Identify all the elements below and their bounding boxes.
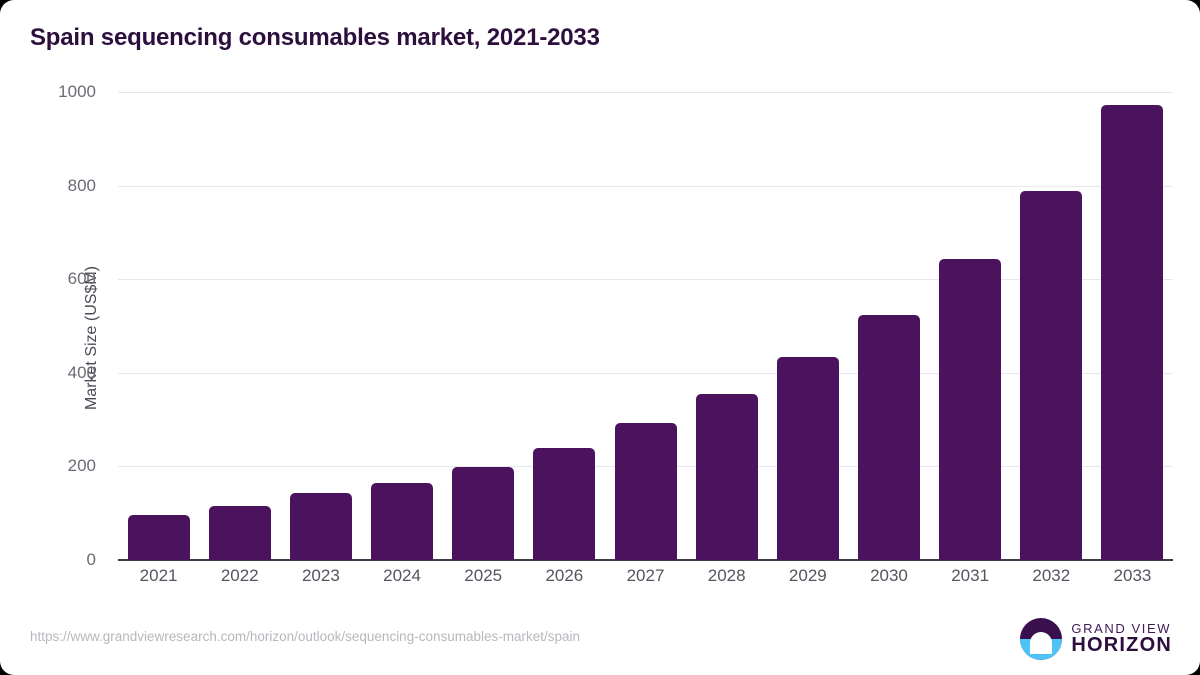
bar-2027[interactable] xyxy=(614,422,677,560)
gridline xyxy=(118,185,1173,187)
bar-slot xyxy=(767,92,848,560)
x-axis-line xyxy=(118,559,1173,561)
bar-2031[interactable] xyxy=(939,259,1002,560)
bar-slot xyxy=(280,92,361,560)
x-axis-tick-label: 2029 xyxy=(788,566,827,585)
x-axis-tick-label: 2026 xyxy=(545,566,584,585)
bar-2032[interactable] xyxy=(1020,190,1083,560)
bar-2028[interactable] xyxy=(695,394,758,560)
x-axis-tick-label: 2033 xyxy=(1113,566,1152,585)
source-url[interactable]: https://www.grandviewresearch.com/horizo… xyxy=(30,629,581,644)
bar-slot xyxy=(930,92,1011,560)
bar-slot xyxy=(686,92,767,560)
bar-2024[interactable] xyxy=(371,482,434,560)
x-axis-tick-label: 2031 xyxy=(951,566,990,585)
x-axis-tick-label: 2032 xyxy=(1032,566,1071,585)
y-axis-tick-label: 800 xyxy=(67,175,96,195)
brand-logo: GRAND VIEW HORIZON xyxy=(1020,618,1172,660)
gridline xyxy=(118,372,1173,374)
bar-slot xyxy=(605,92,686,560)
plot-area: 0 200 400 600 800 1000 xyxy=(58,82,1173,569)
x-axis-tick-label: 2021 xyxy=(139,566,178,585)
gridline xyxy=(118,279,1173,281)
bar-2026[interactable] xyxy=(533,447,596,560)
bar-slot xyxy=(361,92,442,560)
y-axis-tick-label: 600 xyxy=(67,269,96,289)
bar-2029[interactable] xyxy=(776,357,839,560)
bar-2033[interactable] xyxy=(1101,105,1164,560)
x-axis-tick-label: 2027 xyxy=(626,566,665,585)
page-title: Spain sequencing consumables market, 202… xyxy=(30,24,600,51)
bars-group xyxy=(118,92,1173,560)
x-axis-tick-label: 2030 xyxy=(870,566,908,585)
x-axis-tick-label: 2022 xyxy=(220,566,259,585)
bar-slot xyxy=(199,92,280,560)
x-axis-tick-label: 2028 xyxy=(707,566,746,585)
bar-2022[interactable] xyxy=(208,506,271,560)
bar-slot xyxy=(443,92,524,560)
y-axis-tick-label: 200 xyxy=(67,456,96,476)
logo-line-upper xyxy=(1030,644,1052,648)
x-axis-tick-label: 2024 xyxy=(383,566,421,585)
x-axis-tick-label: 2023 xyxy=(301,566,340,585)
bar-slot xyxy=(524,92,605,560)
grand-view-horizon-logo-icon xyxy=(1020,618,1063,660)
bar-slot xyxy=(118,92,199,560)
bar-slot xyxy=(1092,92,1173,560)
logo-top-text: GRAND VIEW xyxy=(1071,620,1172,636)
x-axis-tick-label: 2025 xyxy=(464,566,503,585)
logo-line-lower xyxy=(1034,649,1048,653)
bar-2025[interactable] xyxy=(452,466,515,560)
bar-2030[interactable] xyxy=(857,314,920,560)
bar-2023[interactable] xyxy=(289,493,352,560)
logo-bottom-text: HORIZON xyxy=(1071,634,1172,657)
logo-wordmark: GRAND VIEW HORIZON xyxy=(1071,622,1172,657)
logo-dome-shape xyxy=(1030,632,1053,655)
x-axis-tick-labels: 2021 2022 2023 2024 2025 2026 2027 2028 2029 2030… xyxy=(118,566,1173,586)
gridline xyxy=(118,92,1173,93)
y-axis-tick-label: 1000 xyxy=(58,82,96,101)
y-axis-tick-label: 0 xyxy=(86,550,96,569)
bar-slot xyxy=(1011,92,1092,560)
bar-2021[interactable] xyxy=(127,515,190,560)
bar-slot xyxy=(848,92,929,560)
y-axis-tick-label: 400 xyxy=(67,362,96,382)
